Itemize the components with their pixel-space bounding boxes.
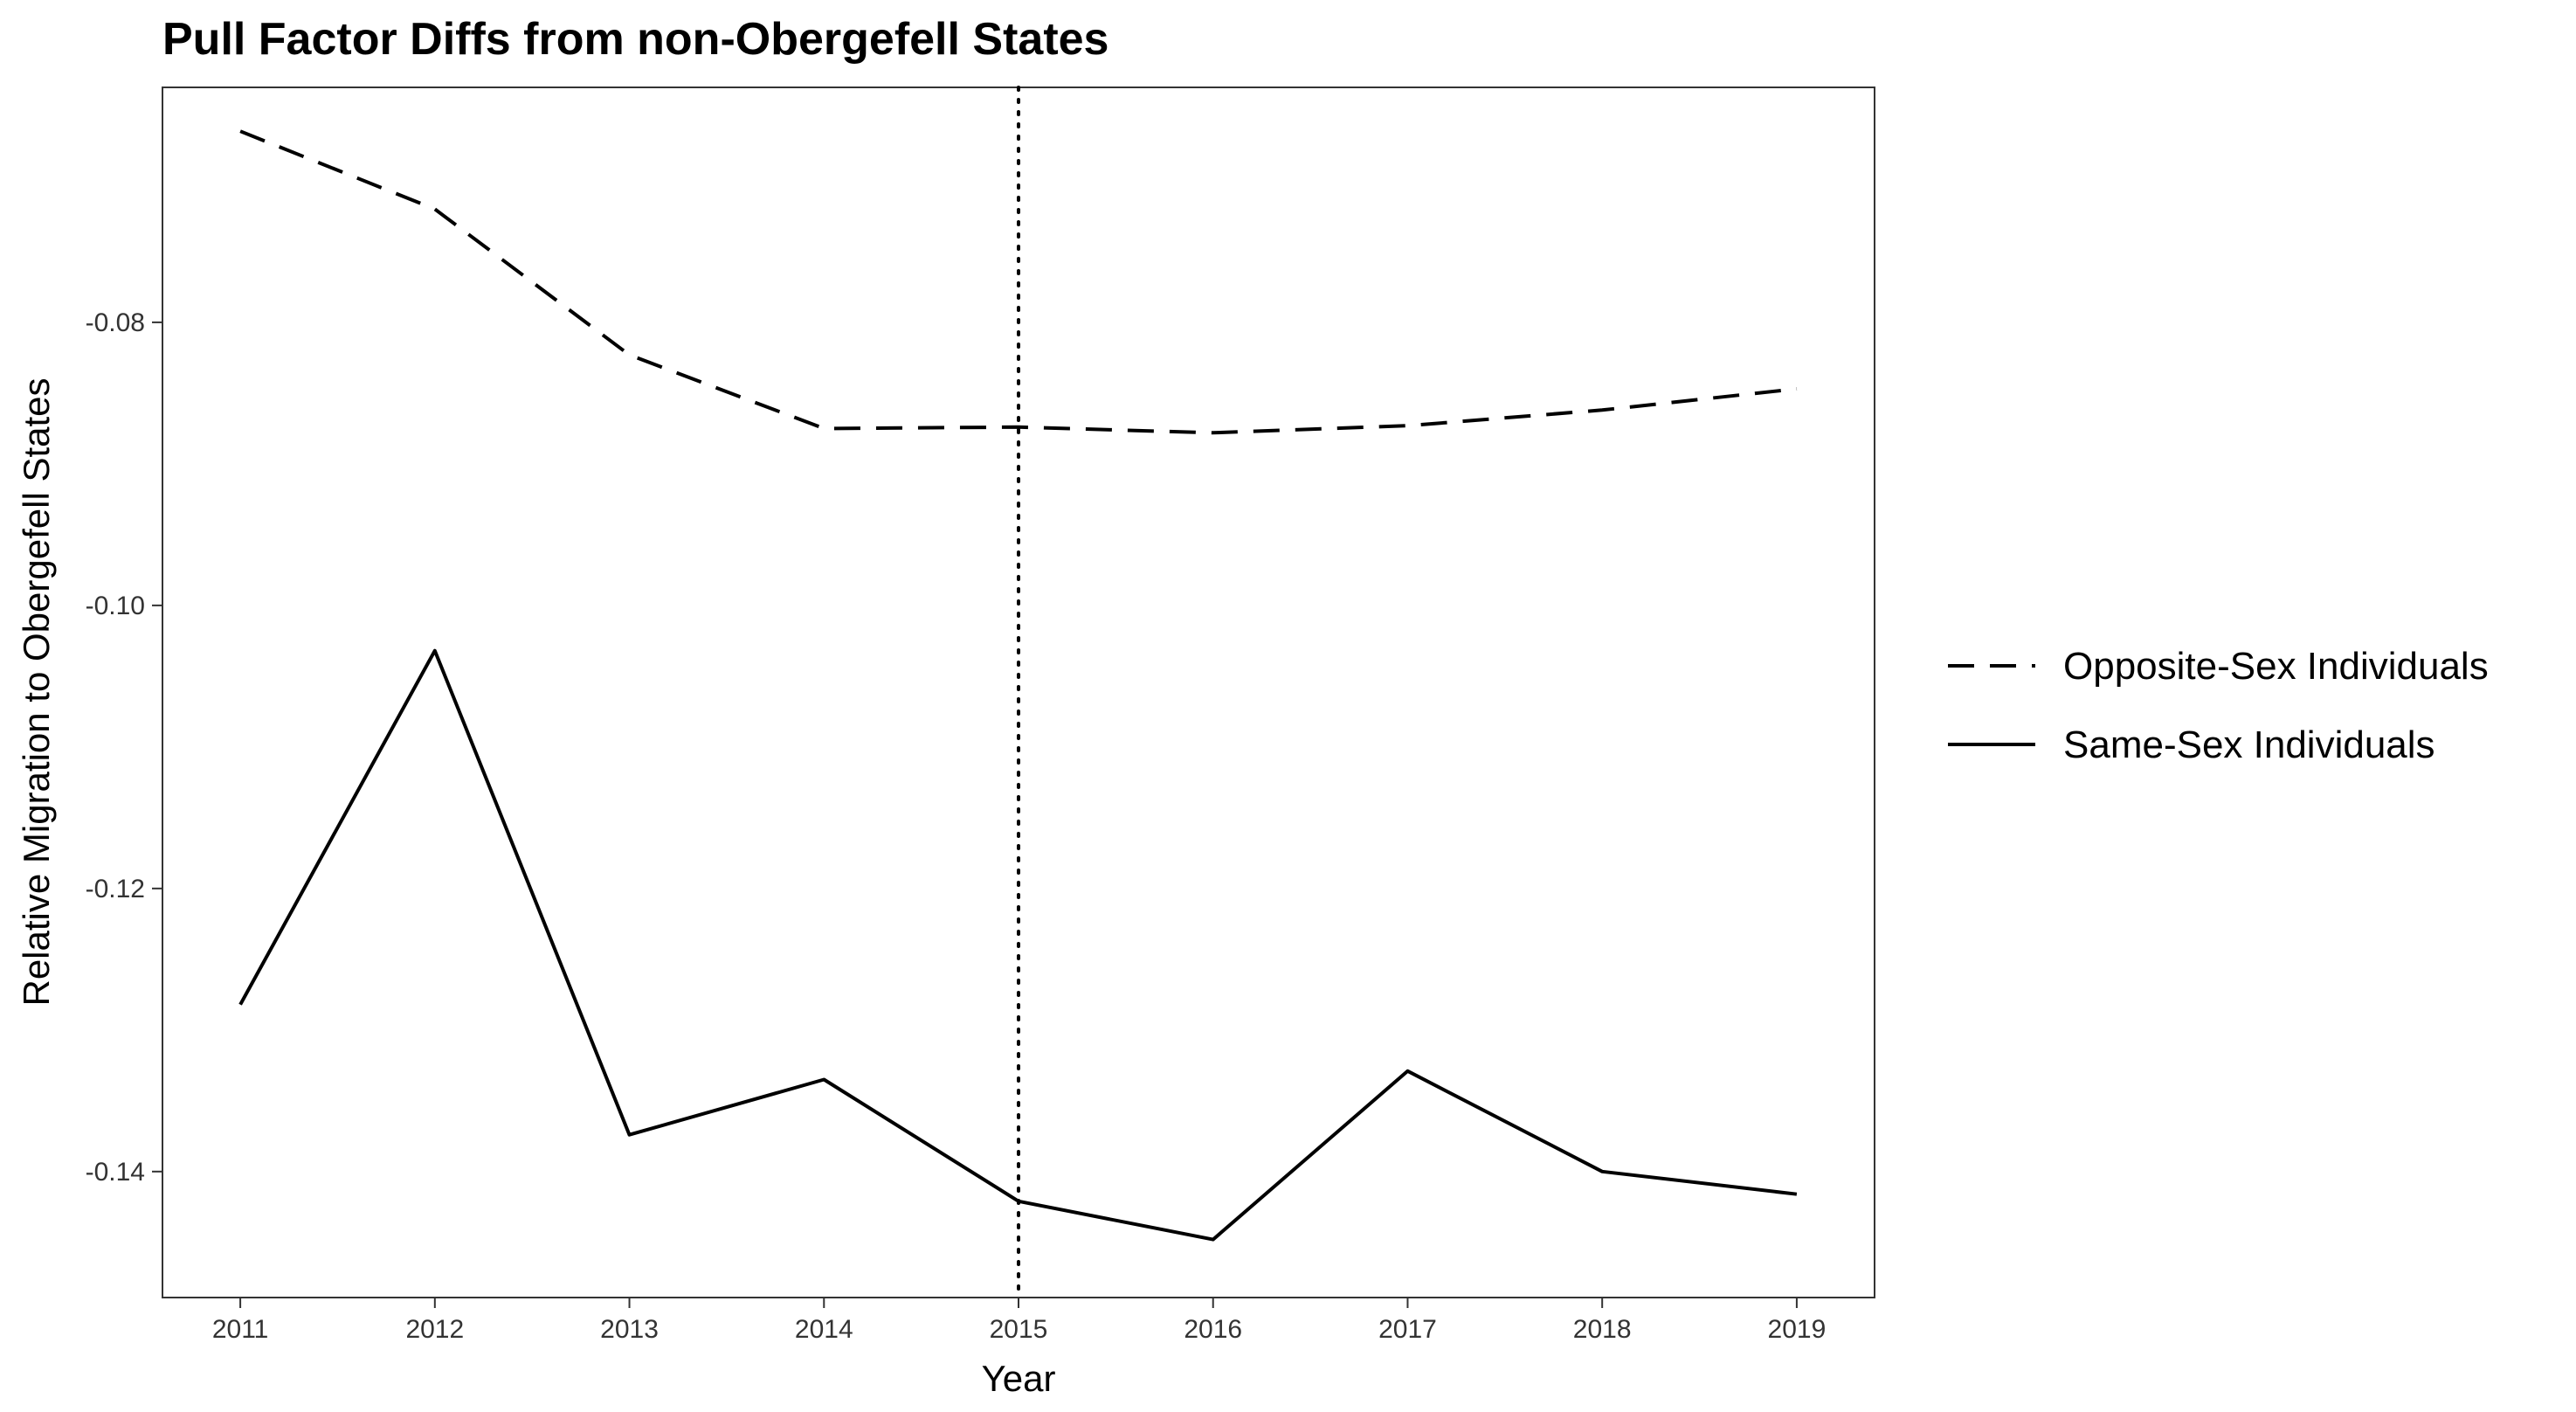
x-tick-label: 2017: [1378, 1315, 1437, 1344]
x-tick-label: 2014: [795, 1315, 853, 1344]
chart-title: Pull Factor Diffs from non-Obergefell St…: [162, 14, 1108, 65]
x-tick-label: 2018: [1573, 1315, 1632, 1344]
y-axis: -0.08 -0.10 -0.12 -0.14: [86, 308, 162, 1187]
x-tick-label: 2015: [990, 1315, 1048, 1344]
x-tick-label: 2019: [1768, 1315, 1827, 1344]
x-axis-title: Year: [982, 1358, 1056, 1399]
x-tick-label: 2011: [212, 1315, 269, 1344]
y-tick-label: -0.10: [86, 592, 145, 620]
legend-label-opposite-sex: Opposite-Sex Individuals: [2063, 645, 2489, 688]
y-axis-title: Relative Migration to Obergefell States: [16, 377, 57, 1006]
x-tick-label: 2012: [405, 1315, 464, 1344]
legend: Opposite-Sex Individuals Same-Sex Individ…: [1948, 645, 2489, 766]
series-layer: [238, 86, 1798, 1299]
series-line-opposite-sex: [239, 129, 1798, 435]
legend-label-same-sex: Same-Sex Individuals: [2063, 723, 2435, 766]
x-axis: 2011 2012 2013 2014 2015 2016 2017 2018 2019: [212, 1298, 1826, 1344]
y-tick-label: -0.12: [86, 875, 145, 903]
x-tick-label: 2013: [600, 1315, 659, 1344]
series-line-same-sex: [238, 648, 1798, 1242]
x-tick-label: 2016: [1184, 1315, 1242, 1344]
y-tick-label: -0.14: [86, 1158, 145, 1187]
plot-area: -0.08-0.10-0.12-0.14 2011 2012 2013 2014 201…: [86, 86, 1875, 1344]
y-tick-label: -0.08: [86, 308, 145, 337]
